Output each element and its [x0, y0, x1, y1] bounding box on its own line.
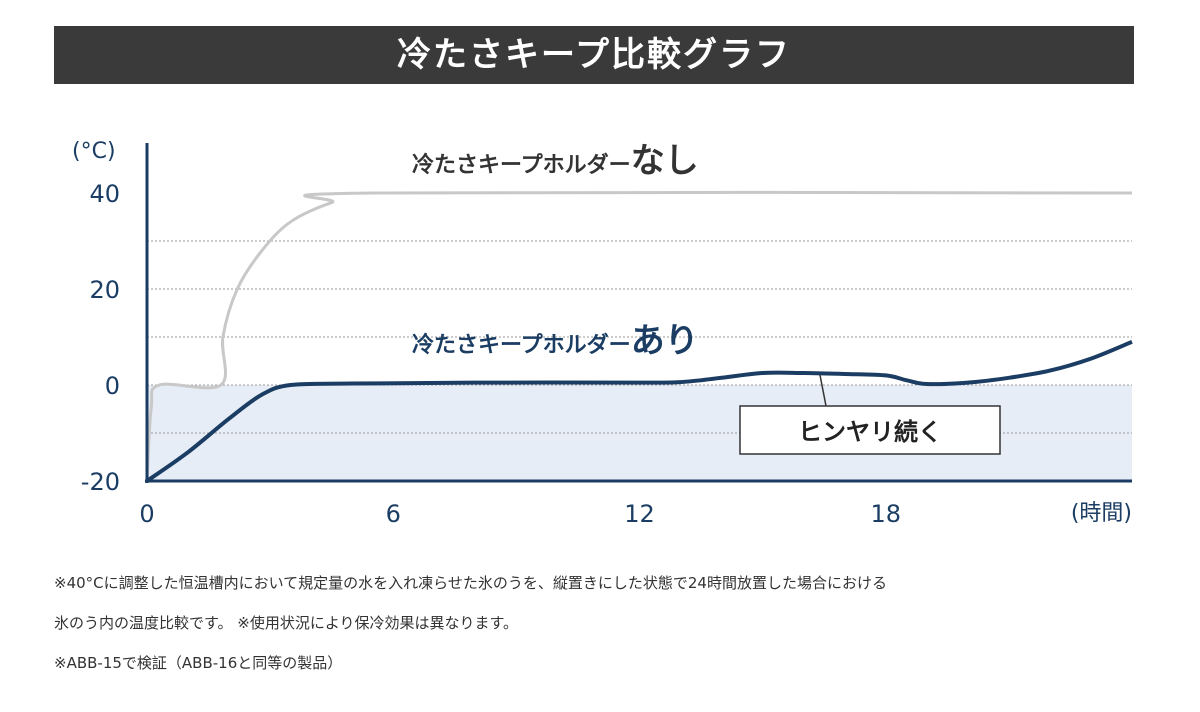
footnote-1: ※40°Cに調整した恒温槽内において規定量の水を入れ凍らせた氷のうを、縦置きにし…	[54, 574, 887, 592]
y-tick-label: 20	[89, 276, 120, 304]
y-tick-label: 0	[105, 372, 120, 400]
callout-label: ヒンヤリ続く	[798, 418, 942, 446]
y-tick-label: -20	[81, 468, 120, 496]
callout-pointer	[819, 374, 827, 407]
y-axis-unit: (°C)	[72, 139, 116, 164]
chart-title: 冷たさキープ比較グラフ	[54, 26, 1134, 84]
series-label-without-holder: 冷たさキープホルダーなし	[412, 141, 699, 181]
x-tick-label: 18	[870, 500, 901, 528]
series-line-without-holder	[145, 190, 1133, 482]
footnote-3: ※ABB-15で検証（ABB-16と同等の製品）	[54, 654, 343, 672]
y-tick-label: 40	[89, 180, 120, 208]
x-tick-label: 0	[139, 500, 154, 528]
series-line-with-holder	[145, 339, 1133, 483]
series-label-with-holder: 冷たさキープホルダーあり	[412, 321, 699, 361]
x-tick-label: 6	[386, 500, 401, 528]
x-axis-unit: (時間)	[1071, 501, 1132, 526]
x-tick-label: 12	[624, 500, 655, 528]
callout-box	[739, 405, 1001, 455]
footnote-2: 氷のう内の温度比較です。 ※使用状況により保冷効果は異なります。	[54, 614, 519, 632]
